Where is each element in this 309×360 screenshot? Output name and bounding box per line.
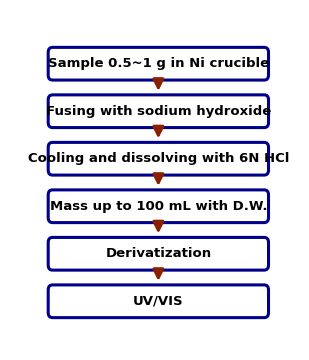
Text: Sample 0.5~1 g in Ni crucible: Sample 0.5~1 g in Ni crucible	[48, 57, 269, 70]
FancyBboxPatch shape	[48, 190, 269, 222]
FancyBboxPatch shape	[48, 237, 269, 270]
Text: Derivatization: Derivatization	[105, 247, 211, 260]
Text: UV/VIS: UV/VIS	[133, 295, 184, 308]
Text: Cooling and dissolving with 6N HCl: Cooling and dissolving with 6N HCl	[28, 152, 289, 165]
FancyBboxPatch shape	[48, 143, 269, 175]
Text: Fusing with sodium hydroxide: Fusing with sodium hydroxide	[46, 105, 271, 118]
FancyBboxPatch shape	[48, 48, 269, 80]
FancyBboxPatch shape	[48, 95, 269, 127]
FancyBboxPatch shape	[48, 285, 269, 318]
Text: Mass up to 100 mL with D.W.: Mass up to 100 mL with D.W.	[50, 200, 267, 213]
